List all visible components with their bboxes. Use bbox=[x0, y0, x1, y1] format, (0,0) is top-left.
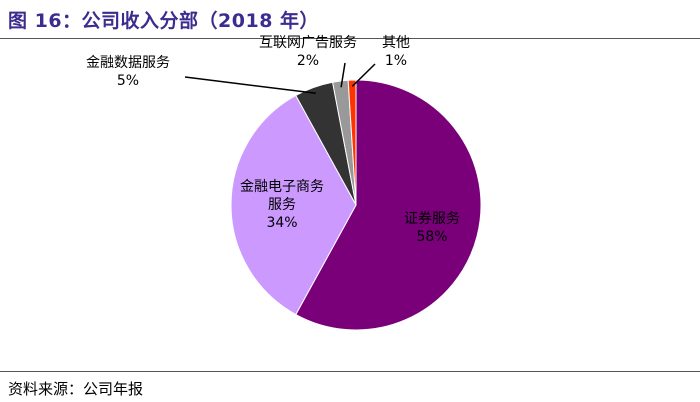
figure-title: 图 16：公司收入分部（2018 年） bbox=[8, 10, 320, 32]
slice-name-label-3: 金融数据服务 bbox=[86, 55, 170, 71]
pie-slices bbox=[230, 79, 482, 331]
slice-name-label-5: 其他 bbox=[382, 35, 410, 51]
pie-slice-5 bbox=[347, 79, 357, 206]
slice-value-label-2: 34% bbox=[266, 215, 297, 231]
pie-slice-2 bbox=[230, 94, 357, 316]
slice-name-label-2: 服务 bbox=[268, 197, 296, 213]
source-note: 资料来源：公司年报 bbox=[8, 380, 144, 398]
slice-name-label-4: 互联网广告服务 bbox=[259, 35, 357, 51]
pie-slice-1 bbox=[295, 79, 482, 331]
slice-value-label-4: 2% bbox=[297, 53, 319, 69]
slice-value-label-1: 58% bbox=[416, 229, 447, 245]
slice-value-label-3: 5% bbox=[117, 73, 139, 89]
leader-lines bbox=[184, 62, 376, 95]
slice-name-label-1: 证券服务 bbox=[404, 211, 460, 227]
leader-line-3 bbox=[184, 76, 316, 95]
leader-line-5 bbox=[351, 63, 376, 87]
slice-name-label-2: 金融电子商务 bbox=[240, 179, 324, 195]
bottom-rule bbox=[0, 371, 700, 372]
leader-line-4 bbox=[340, 62, 346, 88]
slice-value-label-5: 1% bbox=[385, 53, 407, 69]
top-rule bbox=[0, 38, 700, 39]
